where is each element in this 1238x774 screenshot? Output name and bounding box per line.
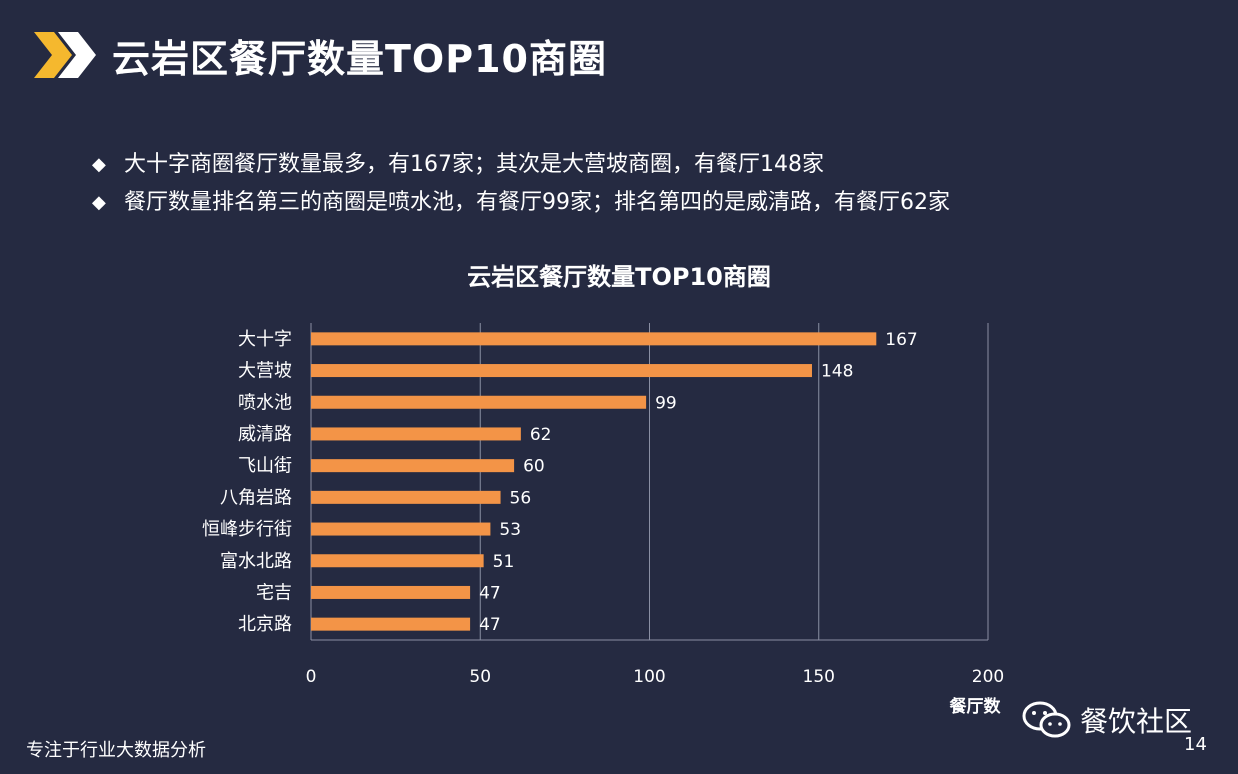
bullet-item: ◆ 餐厅数量排名第三的商圈是喷水池，有餐厅99家；排名第四的是威清路，有餐厅62… xyxy=(92,184,950,222)
x-tick-label: 150 xyxy=(803,667,835,687)
data-label: 47 xyxy=(479,615,501,635)
bar xyxy=(311,617,471,631)
chart-title: 云岩区餐厅数量TOP10商圈 xyxy=(467,263,771,291)
data-label: 56 xyxy=(510,488,532,508)
bullet-text: 餐厅数量排名第三的商圈是喷水池，有餐厅99家；排名第四的是威清路，有餐厅62家 xyxy=(124,190,950,215)
bar xyxy=(311,364,812,378)
bar xyxy=(311,459,515,473)
bullet-list: ◆ 大十字商圈餐厅数量最多，有167家；其次是大营坡商圈，有餐厅148家 ◆ 餐… xyxy=(92,146,950,222)
data-label: 47 xyxy=(479,583,501,603)
bullet-text: 大十字商圈餐厅数量最多，有167家；其次是大营坡商圈，有餐厅148家 xyxy=(124,152,824,177)
data-label: 148 xyxy=(821,362,853,382)
category-label: 北京路 xyxy=(238,614,292,635)
brand: 餐饮社区 xyxy=(1022,700,1192,740)
category-label: 大营坡 xyxy=(238,361,292,382)
category-label: 飞山街 xyxy=(238,456,292,477)
data-label: 60 xyxy=(523,457,545,477)
x-axis-title: 餐厅数 xyxy=(950,696,1002,717)
brand-name: 餐饮社区 xyxy=(1080,705,1193,738)
page-title: 云岩区餐厅数量TOP10商圈 xyxy=(112,37,607,81)
data-label: 99 xyxy=(655,393,677,413)
wechat-icon xyxy=(1022,701,1071,738)
page-number: 14 xyxy=(1184,734,1207,755)
x-tick-label: 100 xyxy=(633,667,665,687)
data-label: 53 xyxy=(499,520,521,540)
x-tick-label: 0 xyxy=(306,667,317,687)
x-tick-label: 200 xyxy=(972,667,1004,687)
bar xyxy=(311,395,647,409)
bar xyxy=(311,332,877,346)
bar xyxy=(311,490,501,504)
bar xyxy=(311,427,521,441)
category-label: 恒峰步行街 xyxy=(202,519,292,540)
data-label: 62 xyxy=(530,425,552,445)
footer-tagline: 专注于行业大数据分析 xyxy=(26,740,206,761)
data-label: 167 xyxy=(885,330,917,350)
bar xyxy=(311,585,471,599)
bar xyxy=(311,554,484,568)
category-label: 喷水池 xyxy=(238,392,292,413)
category-label: 富水北路 xyxy=(220,551,292,572)
category-label: 宅吉 xyxy=(256,582,292,603)
data-label: 51 xyxy=(493,552,515,572)
bullet-item: ◆ 大十字商圈餐厅数量最多，有167家；其次是大营坡商圈，有餐厅148家 xyxy=(92,146,950,184)
category-label: 大十字 xyxy=(238,329,292,350)
diamond-bullet-icon: ◆ xyxy=(92,192,106,213)
double-chevron-icon xyxy=(34,32,96,78)
category-label: 八角岩路 xyxy=(220,487,292,508)
category-label: 威清路 xyxy=(238,424,292,445)
x-tick-label: 50 xyxy=(469,667,491,687)
diamond-bullet-icon: ◆ xyxy=(92,154,106,175)
bar xyxy=(311,522,491,536)
